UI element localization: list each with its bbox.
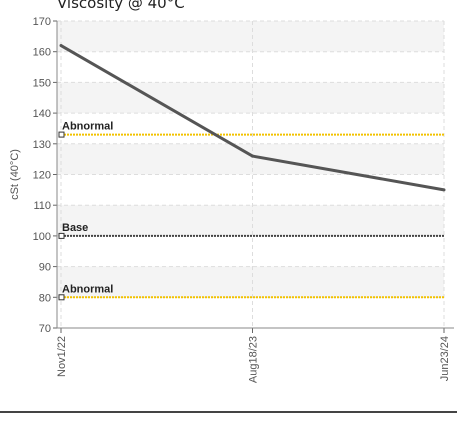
x-tick-label: Aug18/23 (248, 336, 260, 383)
grid-band (57, 143, 444, 175)
chart-title: Viscosity @ 40°C (57, 0, 185, 12)
y-tick-label: 160 (33, 47, 51, 59)
y-tick-label: 150 (33, 77, 51, 89)
grid-band (57, 205, 444, 236)
y-tick-label: 90 (39, 262, 51, 274)
reference-marker (58, 294, 65, 301)
x-tick-label: Jun23/24 (439, 336, 451, 381)
y-tick-label: 120 (33, 170, 51, 182)
data-point (59, 44, 63, 48)
grid-band (57, 21, 444, 52)
reference-label: Base (62, 222, 88, 234)
y-tick-label: 140 (33, 108, 51, 120)
y-tick-label: 130 (33, 139, 51, 151)
data-point (442, 188, 446, 192)
reference-label: Abnormal (62, 121, 113, 133)
y-tick-label: 70 (39, 323, 51, 335)
reference-marker (58, 131, 65, 138)
data-point (251, 154, 254, 158)
y-axis-label: cSt (40°C) (9, 149, 21, 200)
y-tick-label: 80 (39, 292, 51, 304)
reference-marker (58, 232, 65, 239)
reference-label: Abnormal (62, 283, 113, 295)
bottom-divider (0, 411, 457, 413)
x-tick-label: Nov1/22 (56, 336, 68, 377)
grid-band (57, 266, 444, 298)
y-tick-label: 170 (33, 16, 51, 28)
grid-band (57, 82, 444, 114)
y-tick-label: 110 (33, 200, 51, 212)
y-tick-label: 100 (33, 231, 51, 243)
